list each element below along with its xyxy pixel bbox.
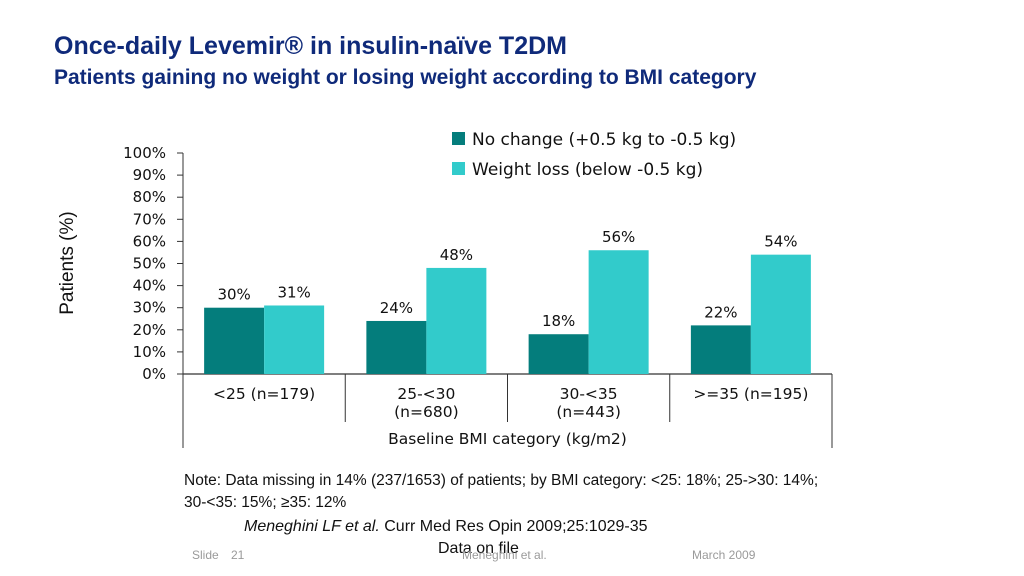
reference: Meneghini LF et al. Curr Med Res Opin 20… bbox=[244, 518, 648, 536]
y-tick-label: 80% bbox=[133, 188, 166, 206]
data-label: 48% bbox=[440, 246, 473, 264]
bar bbox=[366, 320, 427, 374]
x-tick-label: >=35 (n=195) bbox=[693, 385, 808, 403]
data-label: 24% bbox=[380, 299, 413, 317]
y-tick-label: 60% bbox=[133, 232, 166, 250]
data-note: Note: Data missing in 14% (237/1653) of … bbox=[184, 472, 819, 511]
data-label: 18% bbox=[542, 312, 575, 330]
y-tick-label: 30% bbox=[133, 299, 166, 317]
data-label: 54% bbox=[764, 233, 797, 251]
y-axis-title: Patients (%) bbox=[57, 211, 78, 314]
x-axis-title: Baseline BMI category (kg/m2) bbox=[388, 430, 627, 448]
bar bbox=[264, 305, 325, 374]
x-tick-label: (n=680) bbox=[394, 403, 459, 421]
x-tick-label: 25-<30 bbox=[397, 385, 455, 403]
bar bbox=[750, 254, 811, 374]
legend-label: Weight loss (below -0.5 kg) bbox=[472, 160, 703, 180]
y-tick-label: 70% bbox=[133, 210, 166, 228]
reference-author: Meneghini LF et al. bbox=[244, 518, 380, 535]
x-tick-label: 30-<35 bbox=[560, 385, 618, 403]
x-tick-label: (n=443) bbox=[556, 403, 621, 421]
slide-title: Once-daily Levemir® in insulin-naïve T2D… bbox=[54, 32, 567, 60]
x-tick-label: <25 (n=179) bbox=[213, 385, 315, 403]
footer-slide-number: 21 bbox=[231, 548, 245, 562]
y-tick-label: 0% bbox=[142, 365, 166, 383]
bar bbox=[588, 250, 649, 374]
y-tick-label: 90% bbox=[133, 166, 166, 184]
bar bbox=[426, 267, 487, 374]
bar-chart: 0% 10% 20% 30% 40% 50% 60% 70% 80% 90% 100% Patient… bbox=[57, 130, 833, 448]
y-tick-label: 10% bbox=[133, 343, 166, 361]
y-tick-label: 20% bbox=[133, 321, 166, 339]
reference-extra: Data on file bbox=[438, 540, 519, 557]
bar bbox=[690, 325, 751, 374]
legend-swatch bbox=[452, 162, 465, 175]
slide-subtitle: Patients gaining no weight or losing wei… bbox=[54, 66, 757, 89]
bar bbox=[204, 307, 265, 374]
data-label: 30% bbox=[217, 286, 250, 304]
y-tick-label: 40% bbox=[133, 277, 166, 295]
legend-swatch bbox=[452, 132, 465, 145]
bar bbox=[528, 334, 589, 374]
footer-date: March 2009 bbox=[692, 548, 756, 562]
data-label: 56% bbox=[602, 228, 635, 246]
legend-label: No change (+0.5 kg to -0.5 kg) bbox=[472, 130, 736, 150]
y-tick-label: 50% bbox=[133, 255, 166, 273]
data-label: 31% bbox=[277, 283, 310, 301]
data-label: 22% bbox=[704, 303, 737, 321]
footer-author: Meneghini et al. bbox=[462, 548, 547, 562]
reference-journal: Curr Med Res Opin 2009;25:1029-35 bbox=[379, 518, 648, 535]
footer-slide-label: Slide bbox=[192, 548, 219, 562]
y-tick-label: 100% bbox=[123, 144, 166, 162]
